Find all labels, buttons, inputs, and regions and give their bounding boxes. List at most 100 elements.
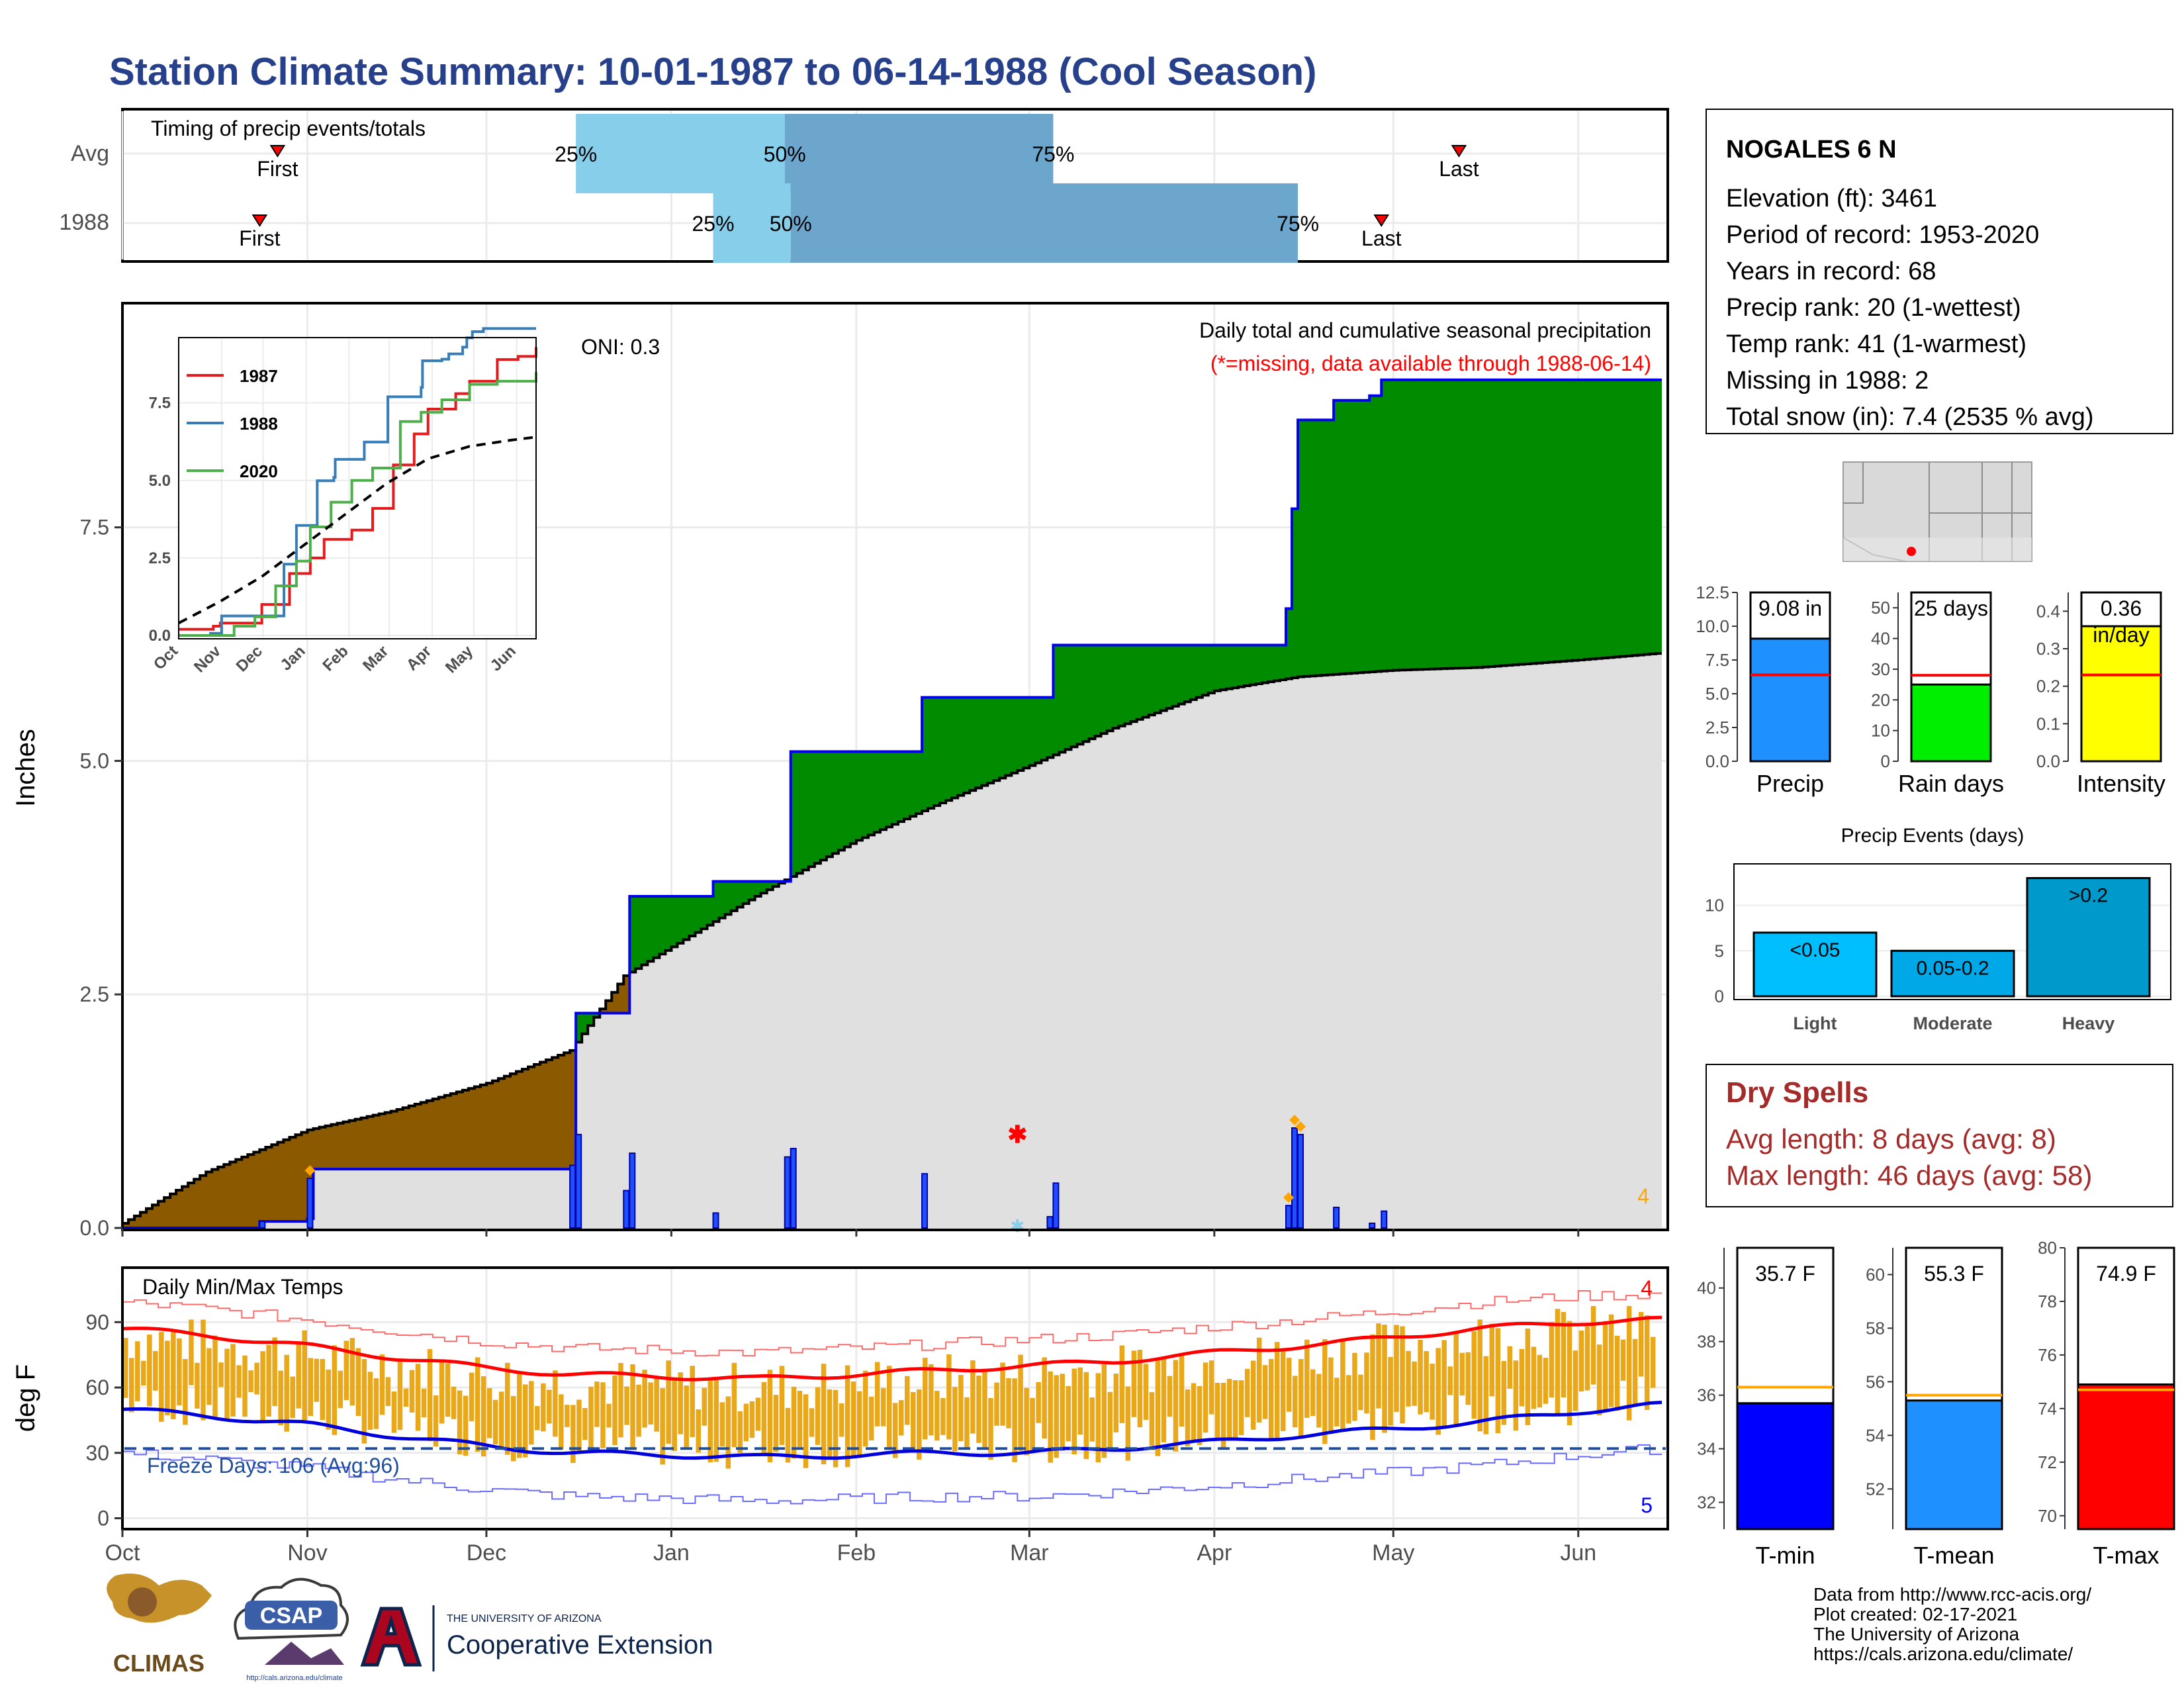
above-average-area: [576, 379, 1662, 1043]
summary-axis-label: 0.4: [2036, 601, 2060, 621]
temp-summary-axis-label: 56: [1866, 1372, 1885, 1391]
daily-temp-range-bar: [1167, 1376, 1173, 1417]
timing-pct-label: 75%: [1032, 142, 1074, 166]
daily-temp-range-bar: [982, 1371, 987, 1450]
climas-logo-shape: [107, 1573, 212, 1623]
daily-temp-range-bar: [320, 1358, 326, 1421]
daily-temp-range-bar: [862, 1370, 868, 1447]
daily-temp-range-bar: [385, 1377, 391, 1407]
daily-temp-range-bar: [618, 1362, 623, 1438]
daily-temp-range-bar: [349, 1338, 355, 1406]
summary-axis-label: 0.0: [2036, 751, 2060, 771]
daily-temp-range-bar: [397, 1362, 403, 1430]
daily-temp-range-bar: [856, 1391, 862, 1458]
daily-temp-range-bar: [905, 1376, 910, 1425]
daily-temp-range-bar: [1459, 1352, 1465, 1396]
cold-record-count: 5: [1641, 1493, 1653, 1517]
events-bar-light: [1752, 931, 1878, 998]
daily-temp-range-bar: [147, 1335, 152, 1407]
daily-temp-range-bar: [1590, 1305, 1596, 1385]
daily-temp-range-bar: [833, 1389, 839, 1468]
daily-temp-range-bar: [1089, 1397, 1095, 1442]
temp-summary-axis-label: 38: [1697, 1332, 1716, 1352]
temp-summary-axis-label: 80: [2038, 1238, 2057, 1258]
daily-temp-range-bar: [1584, 1326, 1590, 1391]
timing-panel: 25% 50% 75% First Last 25% 50% 75% First Last Tim…: [59, 108, 1669, 263]
timing-pct-label: 50%: [770, 212, 812, 236]
summary-axis-label: 0: [1881, 751, 1890, 771]
daily-temp-range-bar: [212, 1335, 218, 1417]
daily-temp-range-bar: [1388, 1357, 1393, 1426]
station-name: NOGALES 6 N: [1726, 136, 1897, 164]
daily-temp-range-bar: [868, 1396, 874, 1441]
daily-precip-bar: [306, 1178, 314, 1229]
daily-temp-range-bar: [1101, 1364, 1107, 1458]
daily-precip-bar: [784, 1156, 791, 1229]
daily-temp-range-bar: [266, 1344, 271, 1417]
station-temp-rank: Temp rank: 41 (1-warmest): [1726, 330, 2026, 358]
daily-temp-range-bar: [612, 1376, 617, 1446]
daily-temp-range-bar: [779, 1366, 785, 1445]
daily-temp-range-bar: [821, 1364, 827, 1465]
daily-temp-range-bar: [1567, 1321, 1572, 1425]
temp-y-tick-label: 0: [97, 1507, 109, 1530]
daily-temp-range-bar: [1143, 1364, 1149, 1420]
temp-summary-axis-label: 76: [2038, 1345, 2057, 1365]
daily-temp-range-bar: [702, 1387, 707, 1426]
timing-row-label-1988: 1988: [59, 210, 109, 235]
daily-temp-range-bar: [576, 1399, 582, 1453]
summary-bar-label: Rain days: [1898, 770, 2004, 797]
daily-temp-range-bar: [1620, 1339, 1626, 1381]
daily-temp-range-bar: [165, 1340, 170, 1416]
daily-temp-range-bar: [230, 1344, 236, 1417]
precip-panel-frame: [121, 302, 1669, 1231]
daily-precip-bar: [1297, 1133, 1304, 1229]
precip-events-title: Precip Events (days): [1841, 825, 2025, 847]
timing-pct-label: 25%: [555, 142, 597, 166]
timing-event-label: First: [239, 226, 280, 250]
daily-temp-range-bar: [421, 1388, 427, 1418]
dry-spells-avg: Avg length: 8 days (avg: 8): [1726, 1123, 2056, 1154]
daily-temp-range-bar: [284, 1354, 289, 1432]
daily-temp-range-bar: [314, 1358, 320, 1402]
daily-temp-range-bar: [1572, 1350, 1578, 1411]
precip-events-plot: 0 5 10 <0.05 Light 0.05-0.2 Moderate >0.2 Heavy: [1705, 876, 2169, 1033]
daily-temp-range-bar: [600, 1382, 606, 1448]
footer-line-2: Plot created: 02-17-2021: [1813, 1604, 2017, 1624]
temp-summary-label: T-min: [1756, 1542, 1815, 1569]
daily-temp-range-bar: [988, 1397, 993, 1460]
csap-logo-text: CSAP: [260, 1603, 322, 1628]
summary-axis-label: 0.0: [1706, 751, 1729, 771]
daily-temp-range-bar: [1179, 1354, 1185, 1427]
daily-temp-range-bar: [844, 1365, 850, 1468]
current-cumulative-line: [122, 378, 1662, 1229]
daily-temp-range-bar: [815, 1387, 821, 1445]
daily-temp-range-bar: [654, 1378, 659, 1432]
daily-temp-range-bar: [1238, 1380, 1244, 1436]
daily-temp-range-bar: [1161, 1359, 1167, 1442]
events-y-tick-label: 10: [1705, 896, 1724, 915]
timing-event-marker: [1451, 145, 1467, 158]
temp-x-tick-label: Jun: [1560, 1540, 1596, 1566]
daily-temp-range-bar: [302, 1330, 307, 1423]
summary-bar-value: 0.36: [2101, 596, 2142, 620]
daily-temp-range-bar: [236, 1365, 242, 1398]
daily-temp-range-bar: [129, 1358, 134, 1413]
daily-temp-range-bar: [666, 1360, 671, 1444]
summary-bar-value-unit: in/day: [2093, 623, 2149, 647]
daily-temp-range-bar: [553, 1370, 558, 1437]
daily-precip-bar: [1291, 1127, 1298, 1229]
daily-temp-range-bar: [1519, 1348, 1525, 1407]
daily-temp-range-bar: [1322, 1339, 1328, 1444]
temp-summary-value: 74.9 F: [2096, 1262, 2156, 1286]
daily-temp-range-bar: [415, 1364, 421, 1431]
timing-panel-title: Timing of precip events/totals: [151, 117, 426, 140]
temp-summary-value: 55.3 F: [1924, 1262, 1984, 1286]
temp-y-axis: 0 30 60 90: [85, 1310, 122, 1530]
daily-temp-range-bar: [1024, 1387, 1029, 1456]
temp-panel-title: Daily Min/Max Temps: [142, 1275, 343, 1299]
daily-temp-range-bar: [1262, 1365, 1268, 1419]
daily-temp-range-bar: [767, 1370, 773, 1462]
daily-temp-range-bar: [535, 1406, 540, 1430]
